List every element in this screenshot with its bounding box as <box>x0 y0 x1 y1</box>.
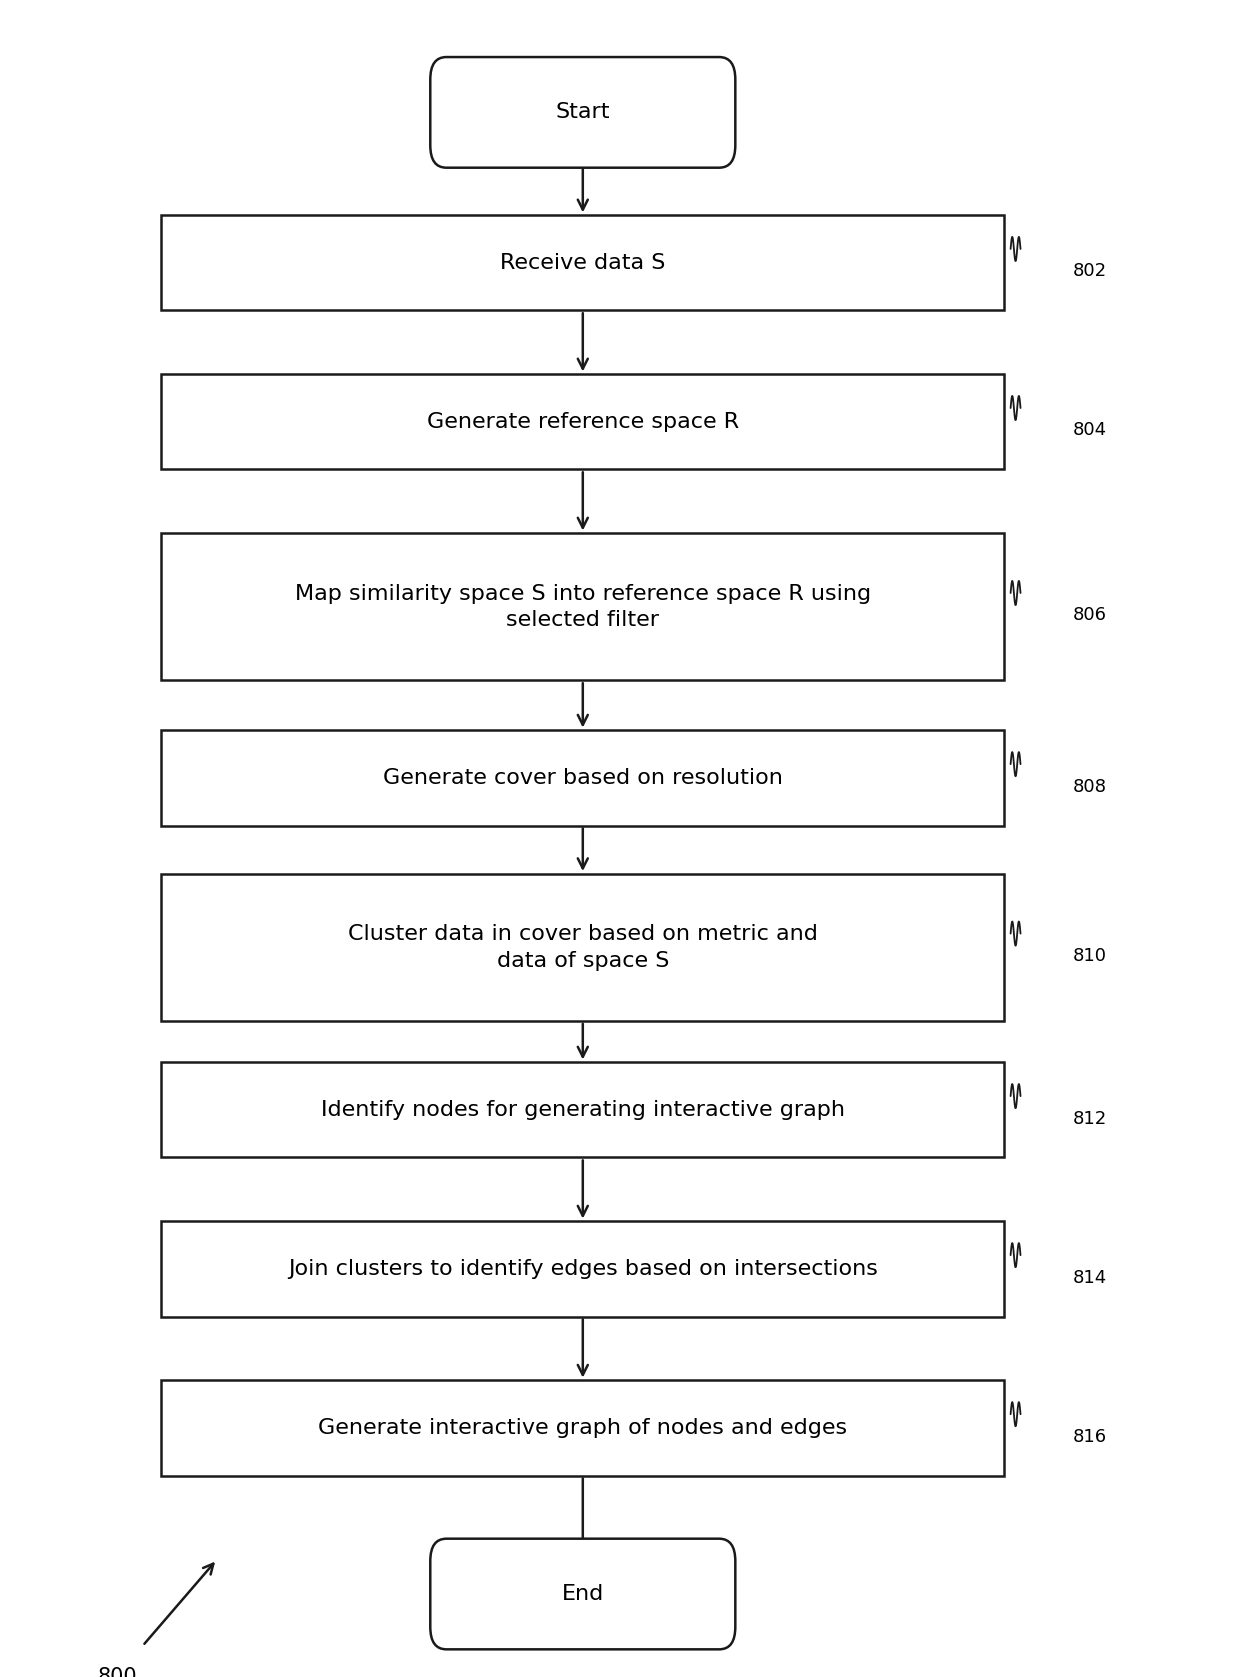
Text: 804: 804 <box>1073 421 1107 439</box>
Text: 802: 802 <box>1073 262 1107 280</box>
Text: Cluster data in cover based on metric and
data of space S: Cluster data in cover based on metric an… <box>348 924 817 971</box>
Text: Receive data S: Receive data S <box>500 253 666 273</box>
Text: Map similarity space S into reference space R using
selected filter: Map similarity space S into reference sp… <box>295 584 870 631</box>
Text: End: End <box>562 1585 604 1603</box>
Text: Start: Start <box>556 102 610 122</box>
Text: 816: 816 <box>1073 1427 1107 1446</box>
Bar <box>161 533 1004 681</box>
Bar <box>161 374 1004 470</box>
Bar <box>161 874 1004 1021</box>
Text: 800: 800 <box>98 1667 138 1677</box>
Bar <box>161 731 1004 825</box>
Text: Generate cover based on resolution: Generate cover based on resolution <box>383 768 782 788</box>
Text: 812: 812 <box>1073 1110 1107 1127</box>
Text: 814: 814 <box>1073 1268 1107 1286</box>
Text: 808: 808 <box>1073 778 1106 795</box>
Bar <box>161 215 1004 310</box>
FancyBboxPatch shape <box>430 1539 735 1650</box>
Bar <box>161 1063 1004 1157</box>
Text: Generate reference space R: Generate reference space R <box>427 413 739 433</box>
Text: 810: 810 <box>1073 948 1106 964</box>
Text: Generate interactive graph of nodes and edges: Generate interactive graph of nodes and … <box>319 1419 847 1439</box>
Bar <box>161 1380 1004 1476</box>
FancyBboxPatch shape <box>430 57 735 168</box>
Text: 806: 806 <box>1073 607 1106 624</box>
Text: Join clusters to identify edges based on intersections: Join clusters to identify edges based on… <box>288 1259 878 1280</box>
Bar <box>161 1221 1004 1316</box>
Text: Identify nodes for generating interactive graph: Identify nodes for generating interactiv… <box>321 1100 844 1120</box>
